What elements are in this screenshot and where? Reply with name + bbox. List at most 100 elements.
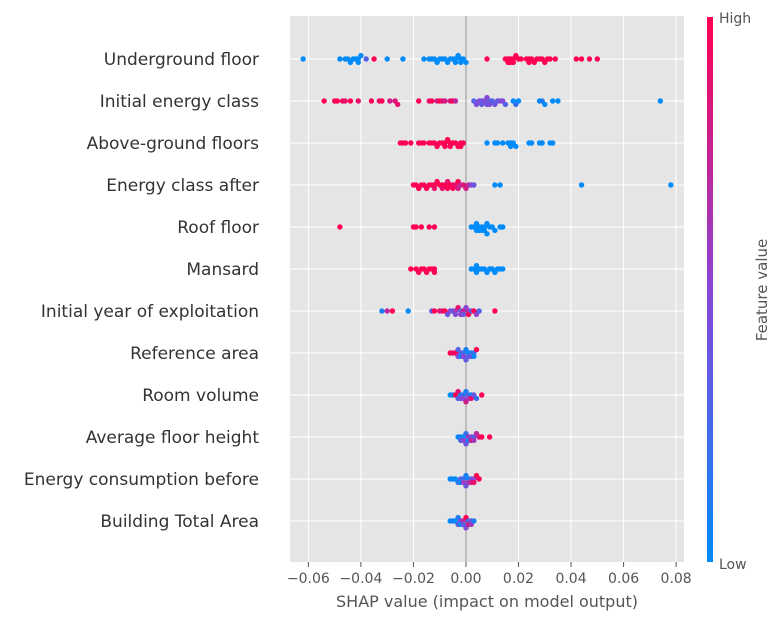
shap-point [473,346,480,353]
feature-label: Building Total Area [100,512,259,532]
shap-point [421,140,427,146]
colorbar-high-label: High [719,11,751,27]
shap-point [484,56,490,62]
shap-point [416,98,422,104]
shap-point [500,140,506,146]
feature-label: Initial energy class [100,92,259,112]
shap-point [400,56,406,62]
shap-point [657,98,664,104]
shap-point [500,224,506,230]
shap-point [471,437,477,444]
shap-point [471,182,477,188]
shap-point [463,59,469,66]
shap-point [460,140,467,146]
shap-point [418,224,425,230]
shap-point [429,98,435,104]
shap-point [452,59,459,66]
shap-point [342,98,348,104]
shap-point [555,98,561,104]
shap-point [510,59,516,66]
shap-point [542,101,548,108]
shap-point [408,266,414,272]
shap-point [387,98,393,104]
shap-point [379,308,385,314]
x-tick-label: 0.04 [555,571,586,587]
shap-point [408,140,414,146]
shap-point [402,140,409,146]
shap-point [486,434,493,440]
shap-point [552,56,558,62]
shap-point [355,98,361,104]
shap-point [484,231,490,237]
shap-point [405,308,411,314]
x-tick-label: −0.06 [287,571,330,587]
x-axis-title: SHAP value (impact on model output) [336,592,638,611]
colorbar [707,17,713,562]
shap-point [471,479,477,486]
shap-point [321,98,327,104]
shap-point [528,140,535,146]
shap-point [476,476,482,482]
shap-point [452,311,459,318]
feature-label: Room volume [142,386,259,406]
feature-label: Reference area [130,344,259,364]
colorbar-low-label: Low [719,557,747,573]
feature-label: Average floor height [86,428,260,448]
shap-point [442,143,448,150]
shap-point [539,140,545,146]
x-tick-label: 0.08 [661,571,692,587]
shap-point [384,308,390,314]
shap-point [494,140,501,146]
shap-point [300,56,306,62]
shap-point [473,395,480,402]
shap-point [513,143,519,150]
shap-point [384,56,390,62]
shap-point [413,224,419,230]
shap-point [484,140,490,146]
shap-point [492,227,498,234]
shap-point [549,98,556,104]
shap-point [431,308,438,314]
shap-point [594,56,601,62]
shap-point [502,101,509,108]
feature-label: Energy class after [106,176,259,196]
shap-point [479,392,485,398]
shap-point [358,52,364,59]
x-tick-label: 0.02 [503,571,534,587]
shap-point [668,182,674,188]
shap-point [394,101,401,108]
shap-point [492,308,498,314]
colorbar-title: Feature value [753,239,771,341]
x-tick-label: 0.06 [608,571,639,587]
feature-labels: Underground floor Initial energy class Abo… [24,50,259,532]
shap-point [431,185,438,192]
shap-point [471,353,477,360]
shap-point [442,98,448,104]
shap-point [452,98,459,104]
x-tick-label: −0.02 [392,571,435,587]
shap-point [431,269,438,276]
shap-point [426,224,432,230]
shap-point [549,140,556,146]
shap-point [337,224,343,230]
shap-point [460,311,467,318]
shap-point [586,56,593,62]
feature-label: Underground floor [104,50,259,70]
feature-label: Roof floor [177,218,259,238]
x-axis-ticks: −0.06 −0.04 −0.02 0.00 0.02 0.04 0.06 0.08 [287,562,692,587]
shap-point [355,59,361,66]
feature-label: Energy consumption before [24,470,259,490]
feature-label: Initial year of exploitation [41,302,259,322]
x-tick-label: 0.00 [450,571,481,587]
shap-point [337,56,343,62]
shap-point [476,308,482,314]
shap-point [578,56,585,62]
shap-point [578,182,585,188]
shap-point [518,56,524,62]
shap-point [389,308,396,314]
shap-point [515,98,522,104]
shap-point [500,266,506,272]
shap-point [379,98,385,104]
points-layer [300,52,674,531]
